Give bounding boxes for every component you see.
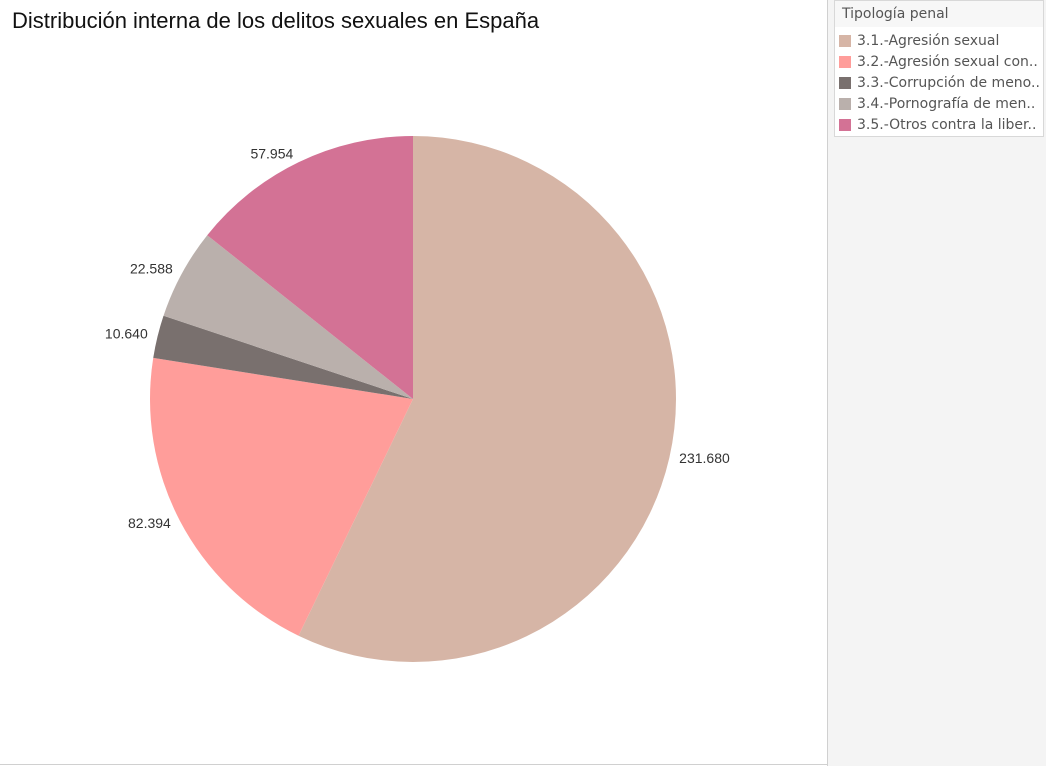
data-label: 231.680 bbox=[679, 450, 730, 466]
legend-title: Tipología penal bbox=[841, 6, 949, 22]
legend-header bbox=[835, 1, 1043, 27]
pie-slice bbox=[207, 136, 413, 399]
legend-swatch bbox=[839, 119, 851, 131]
legend-label: 3.2.-Agresión sexual con.. bbox=[857, 54, 1038, 70]
legend-label: 3.3.-Corrupción de meno.. bbox=[857, 75, 1040, 91]
data-label: 57.954 bbox=[250, 146, 293, 162]
legend-swatch bbox=[839, 77, 851, 89]
data-label: 82.394 bbox=[128, 515, 171, 531]
pie-slice bbox=[153, 315, 413, 399]
data-label: 10.640 bbox=[105, 325, 148, 341]
legend-label: 3.5.-Otros contra la liber.. bbox=[857, 117, 1036, 133]
legend-swatch bbox=[839, 98, 851, 110]
pie-slice bbox=[163, 235, 413, 399]
pie-slice bbox=[298, 136, 676, 663]
legend-swatch bbox=[839, 35, 851, 47]
legend-label: 3.4.-Pornografía de men.. bbox=[857, 96, 1035, 112]
chart-title: Distribución interna de los delitos sexu… bbox=[12, 8, 540, 33]
legend-label: 3.1.-Agresión sexual bbox=[857, 33, 999, 49]
data-label: 22.588 bbox=[130, 260, 173, 276]
pie-slice bbox=[149, 357, 413, 636]
legend-swatch bbox=[839, 56, 851, 68]
